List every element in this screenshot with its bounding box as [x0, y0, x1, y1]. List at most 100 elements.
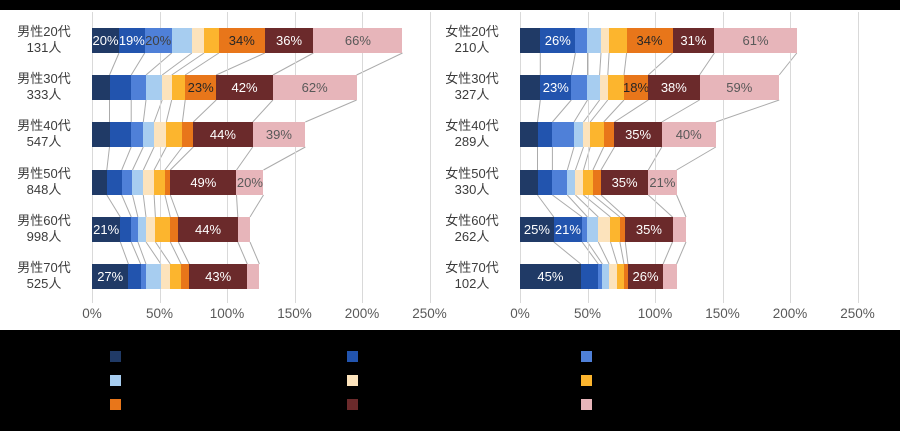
bar-segment-series-5-cream [154, 122, 167, 147]
data-label: 34% [228, 33, 255, 48]
bar-segment-series-9-pink: 66% [313, 28, 403, 53]
legend-swatch-series-3-cornflower [581, 351, 592, 362]
bar-segment-series-3-cornflower: 20% [144, 28, 172, 53]
bar-segment-series-2-royal-blue [580, 264, 599, 289]
bar-segment-series-5-cream [599, 75, 608, 100]
bar-segment-series-7-orange [164, 170, 171, 195]
bar-segment-series-4-light-blue [145, 75, 163, 100]
bar-segment-series-3-cornflower [552, 122, 574, 147]
bar-segment-series-8-maroon: 35% [625, 217, 673, 242]
bar-segment-series-3-cornflower [131, 75, 146, 100]
bar-segment-series-2-royal-blue [120, 217, 132, 242]
series-connector-line [121, 194, 132, 218]
data-label: 31% [680, 33, 707, 48]
series-connector-line [164, 194, 171, 218]
bar-segment-series-3-cornflower [571, 75, 588, 100]
series-connector-line [676, 241, 687, 265]
x-gridline [520, 12, 521, 303]
series-connector-line [566, 146, 575, 171]
x-axis-tick-label: 200% [344, 306, 380, 321]
series-connector-line [165, 99, 173, 123]
data-label: 25% [523, 222, 550, 237]
series-connector-line [154, 241, 171, 265]
legend-swatch-series-1-dark-navy [110, 351, 121, 362]
data-label: 66% [344, 33, 371, 48]
x-gridline [227, 12, 228, 303]
bar-segment-series-1-dark-navy [520, 28, 541, 53]
bar-segment-series-7-orange [619, 217, 626, 242]
bar-segment-series-9-pink [672, 217, 686, 242]
category-label: 男性70代 525人 [17, 260, 71, 291]
series-connector-line [553, 241, 582, 265]
bar-segment-series-1-dark-navy [520, 75, 541, 100]
series-connector-line [592, 146, 605, 171]
bar-segment-series-8-maroon: 44% [178, 217, 238, 242]
category-label: 男性60代 998人 [17, 213, 71, 244]
stacked-bar: 49% 20% [92, 170, 264, 195]
data-label: 18% [623, 80, 650, 95]
bar-segment-series-6-amber [166, 122, 183, 147]
data-label: 36% [276, 33, 303, 48]
series-connector-line [661, 99, 700, 123]
data-label: 43% [205, 269, 232, 284]
series-connector-line [552, 194, 583, 218]
series-connector-line [607, 52, 610, 76]
category-label: 男性50代 848人 [17, 166, 71, 197]
bar-segment-series-5-cream [143, 170, 155, 195]
data-label: 26% [544, 33, 571, 48]
series-connector-line [130, 241, 142, 265]
stacked-bar: 44% 39% [92, 122, 306, 147]
data-label: 45% [537, 269, 564, 284]
series-connector-line [153, 99, 163, 123]
data-label: 49% [190, 175, 217, 190]
stacked-bar: 45% 26% [520, 264, 677, 289]
bar-segment-series-6-amber [617, 264, 624, 289]
bar-segment-series-9-pink [247, 264, 260, 289]
series-connector-line [237, 241, 248, 265]
stacked-bar: 26% 34% 31% 61% [520, 28, 797, 53]
series-connector-line [169, 146, 194, 171]
series-connector-line [676, 194, 687, 218]
x-gridline [587, 12, 589, 303]
x-axis-tick-label: 0% [510, 306, 530, 321]
series-connector-line [603, 99, 625, 123]
category-label: 女性60代 262人 [445, 213, 499, 244]
bar-segment-series-3-cornflower [121, 170, 133, 195]
series-connector-line [574, 146, 584, 171]
bar-segment-series-1-dark-navy [92, 75, 110, 100]
series-connector-line [597, 241, 610, 265]
bar-segment-series-3-cornflower [140, 264, 146, 289]
series-connector-line [109, 52, 120, 76]
stacked-bar: 35% 40% [520, 122, 716, 147]
bar-segment-series-3-cornflower [598, 264, 603, 289]
series-connector-line [305, 99, 357, 123]
x-axis-tick-label: 100% [209, 306, 245, 321]
bar-segment-series-6-amber [607, 75, 624, 100]
data-label: 23% [187, 80, 214, 95]
bar-segment-series-7-orange [623, 264, 628, 289]
bar-segment-series-2-royal-blue [106, 170, 122, 195]
bar-segment-series-4-light-blue [587, 217, 599, 242]
bar-segment-series-8-maroon: 38% [648, 75, 700, 100]
x-axis-tick-label: 150% [277, 306, 312, 321]
bar-segment-series-8-maroon: 49% [170, 170, 237, 195]
bar-segment-series-5-cream [162, 75, 172, 100]
x-gridline [655, 12, 656, 303]
stacked-bar: 35% 21% [520, 170, 677, 195]
bar-segment-series-8-maroon: 35% [600, 170, 649, 195]
stacked-bar: 21% 44% [92, 217, 250, 242]
bar-segment-series-9-pink: 39% [252, 122, 306, 147]
bar-segment-series-7-orange: 18% [623, 75, 650, 100]
series-connector-line [153, 194, 156, 218]
bar-segment-series-4-light-blue [587, 28, 601, 53]
x-gridline [92, 12, 93, 303]
bar-segment-series-4-light-blue [143, 122, 155, 147]
stacked-bar: 23% 42% 62% [92, 75, 357, 100]
data-label: 19% [118, 33, 145, 48]
bar-segment-series-5-cream [575, 170, 584, 195]
stacked-bar: 23% 18% 38% 59% [520, 75, 780, 100]
bar-segment-series-6-amber [609, 28, 627, 53]
bar-segment-series-8-maroon: 31% [672, 28, 715, 53]
bar-segment-series-9-pink: 62% [272, 75, 357, 100]
series-connector-line [236, 194, 239, 218]
